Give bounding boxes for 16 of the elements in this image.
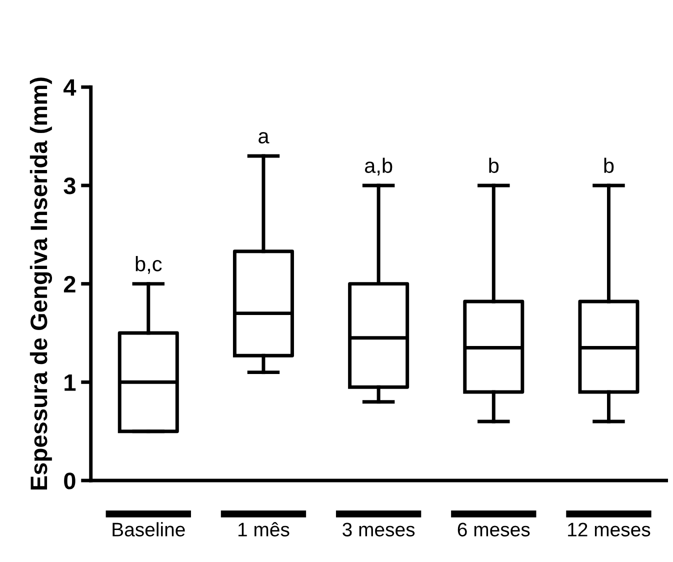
annotation: a,b bbox=[364, 158, 392, 176]
y-tick-label: 2 bbox=[64, 276, 76, 292]
y-tick-label: 0 bbox=[64, 472, 76, 490]
y-tick-label: 4 bbox=[64, 79, 76, 96]
annotation: a bbox=[258, 132, 270, 144]
x-tick-label: Baseline bbox=[112, 522, 185, 536]
annotation: b bbox=[604, 158, 614, 174]
annotation: b,c bbox=[136, 256, 162, 274]
y-tick-label: 1 bbox=[64, 374, 76, 391]
x-tick-label: 1 mês bbox=[238, 522, 290, 536]
annotation: b bbox=[489, 158, 499, 174]
x-tick-label: 3 meses bbox=[342, 522, 415, 536]
x-tick-label: 6 meses bbox=[458, 522, 530, 536]
x-tick-label: 12 meses bbox=[568, 522, 650, 536]
y-axis-title: Espessura de Gengiva Inserida (mm) bbox=[30, 78, 52, 490]
y-tick-label: 3 bbox=[64, 178, 76, 194]
